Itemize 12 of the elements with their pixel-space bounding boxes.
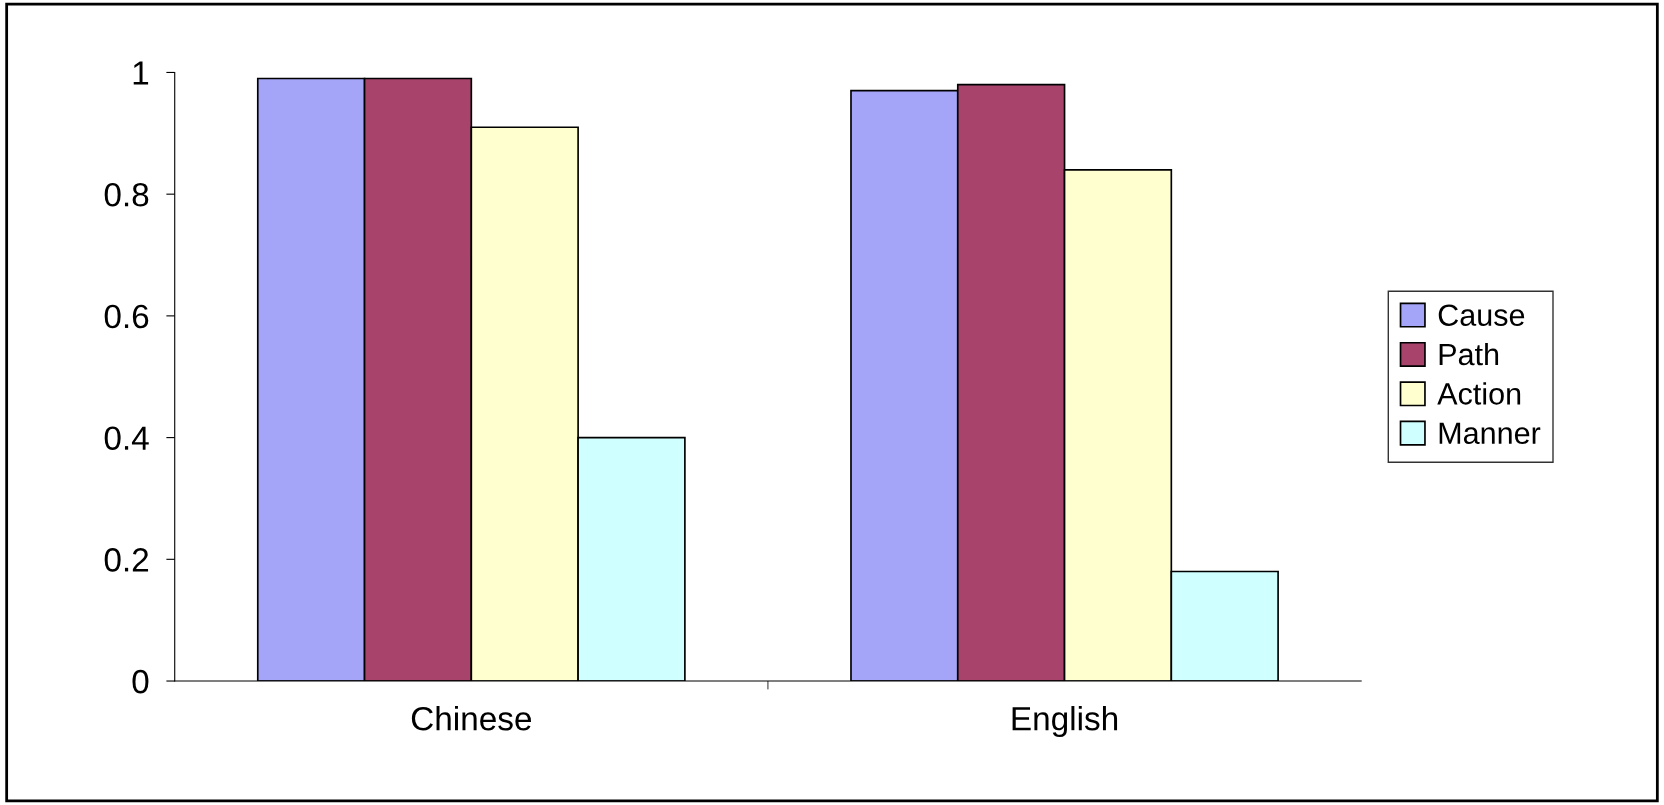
x-tick-label: Chinese: [411, 706, 531, 731]
legend-label: Manner: [1439, 422, 1541, 445]
y-tick-label: 1: [133, 61, 149, 85]
legend-label: Action: [1437, 382, 1521, 405]
y-tick-label: 0.8: [104, 182, 149, 207]
y-tick-label: 0: [132, 669, 149, 694]
y-tick-label: 0.6: [104, 304, 149, 329]
legend-label: Cause: [1438, 304, 1525, 327]
y-tick-label: 0.4: [104, 426, 149, 450]
y-tick-label: 0.2: [104, 548, 149, 572]
legend-label: Path: [1439, 342, 1499, 366]
x-tick-label: English: [1012, 706, 1118, 738]
